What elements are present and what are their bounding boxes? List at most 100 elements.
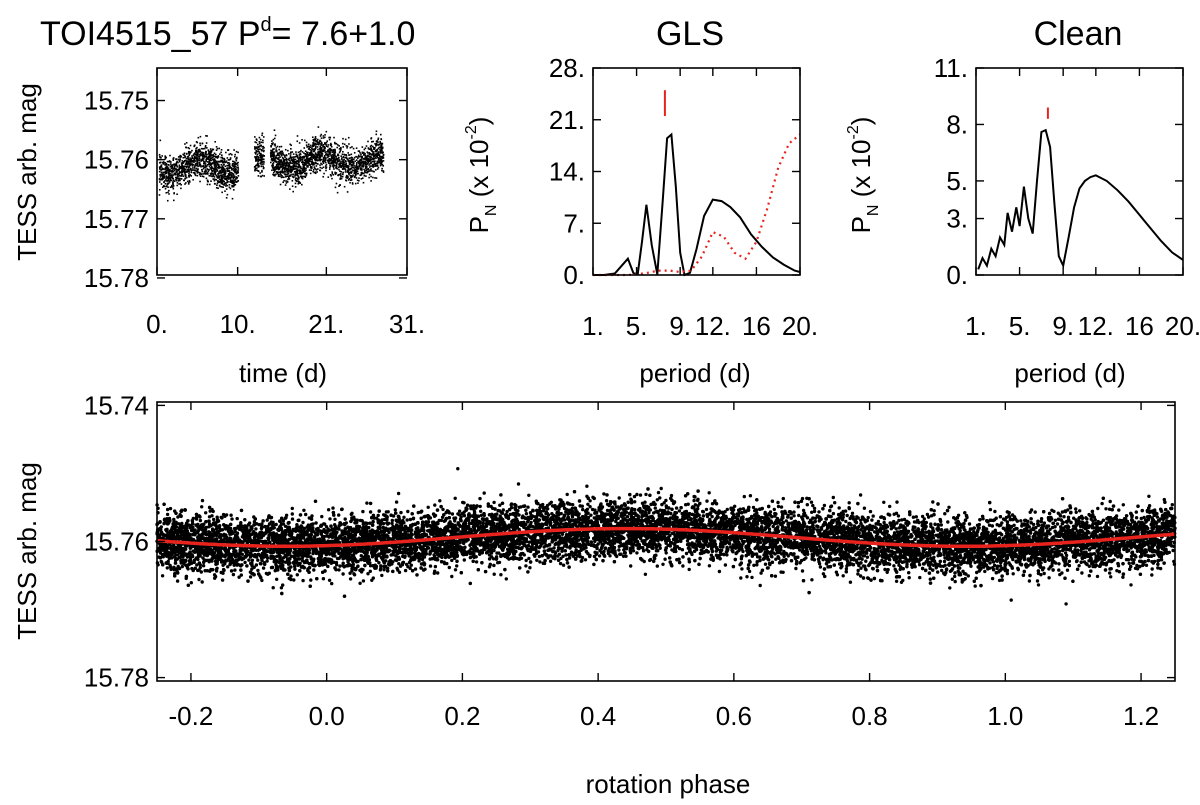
data-point: [180, 183, 182, 186]
data-point: [232, 185, 235, 188]
lightcurve-x-label: time (d): [239, 358, 327, 388]
data-point: [322, 135, 325, 137]
data-point: [315, 162, 317, 165]
data-point: [381, 142, 384, 145]
data-point: [218, 175, 220, 178]
data-point: [332, 155, 335, 157]
data-point: [367, 170, 370, 173]
data-point: [380, 150, 383, 152]
data-point: [263, 161, 265, 163]
data-point: [188, 171, 190, 173]
data-point: [368, 156, 371, 158]
data-point: [159, 155, 161, 158]
data-point: [298, 154, 301, 156]
data-point: [279, 150, 282, 153]
data-point: [205, 165, 207, 168]
data-point: [366, 168, 369, 171]
data-point: [362, 163, 365, 165]
data-point: [226, 193, 229, 196]
data-point: [254, 147, 256, 150]
data-point: [297, 177, 300, 180]
data-point: [306, 165, 308, 168]
data-point: [225, 176, 228, 178]
data-point: [273, 137, 276, 140]
data-point: [178, 168, 180, 170]
data-point: [312, 169, 315, 171]
data-point: [187, 166, 190, 169]
data-point: [258, 159, 261, 161]
data-point: [335, 162, 337, 164]
data-point: [223, 157, 225, 160]
data-point: [296, 168, 298, 170]
data-point: [339, 150, 341, 153]
data-point: [277, 171, 280, 174]
data-point: [201, 168, 203, 171]
data-point: [295, 174, 297, 176]
data-point: [210, 163, 213, 166]
data-point: [206, 153, 208, 156]
data-point: [270, 159, 273, 161]
data-point: [275, 164, 278, 167]
data-point: [169, 154, 171, 157]
data-point: [377, 166, 380, 169]
data-point: [229, 157, 232, 159]
data-point: [172, 164, 174, 166]
data-point: [356, 162, 358, 164]
data-point: [216, 166, 219, 169]
data-point: [364, 163, 367, 166]
data-point: [234, 171, 237, 174]
data-point: [313, 148, 316, 151]
data-point: [374, 160, 376, 162]
data-point: [316, 141, 318, 144]
data-point: [325, 153, 327, 156]
data-point: [353, 169, 355, 172]
data-point: [311, 152, 313, 155]
data-point: [215, 178, 217, 181]
data-point: [294, 170, 296, 173]
data-point: [374, 154, 377, 156]
data-point: [365, 158, 368, 161]
data-point: [184, 143, 186, 145]
data-point: [222, 177, 224, 180]
data-point: [167, 180, 169, 182]
data-point: [334, 150, 336, 153]
data-point: [293, 158, 296, 161]
data-point: [354, 160, 356, 163]
data-point: [349, 163, 352, 165]
data-point: [208, 174, 211, 177]
data-point: [313, 140, 315, 142]
data-point: [204, 163, 207, 165]
data-point: [344, 171, 347, 173]
data-point: [365, 161, 367, 164]
data-point: [312, 156, 314, 158]
data-point: [320, 137, 323, 139]
data-point: [287, 178, 289, 181]
data-point: [379, 159, 381, 161]
data-point: [313, 156, 316, 158]
data-point: [204, 164, 207, 167]
data-point: [236, 176, 239, 179]
data-point: [166, 183, 169, 186]
data-point: [319, 155, 322, 158]
data-point: [182, 170, 185, 173]
data-point: [375, 177, 378, 179]
data-point: [189, 174, 192, 176]
data-point: [286, 167, 288, 170]
data-point: [275, 163, 278, 166]
data-point: [373, 158, 376, 160]
data-point: [286, 173, 288, 176]
data-point: [178, 171, 181, 174]
data-point: [323, 149, 326, 152]
data-point: [313, 153, 315, 156]
data-point: [329, 153, 331, 156]
data-point: [269, 161, 272, 164]
data-point: [188, 176, 190, 178]
data-point: [361, 155, 363, 158]
data-point: [260, 161, 262, 164]
data-point: [236, 180, 239, 183]
data-point: [228, 163, 230, 166]
data-point: [354, 168, 356, 170]
data-point: [379, 142, 382, 145]
data-point: [306, 164, 308, 167]
